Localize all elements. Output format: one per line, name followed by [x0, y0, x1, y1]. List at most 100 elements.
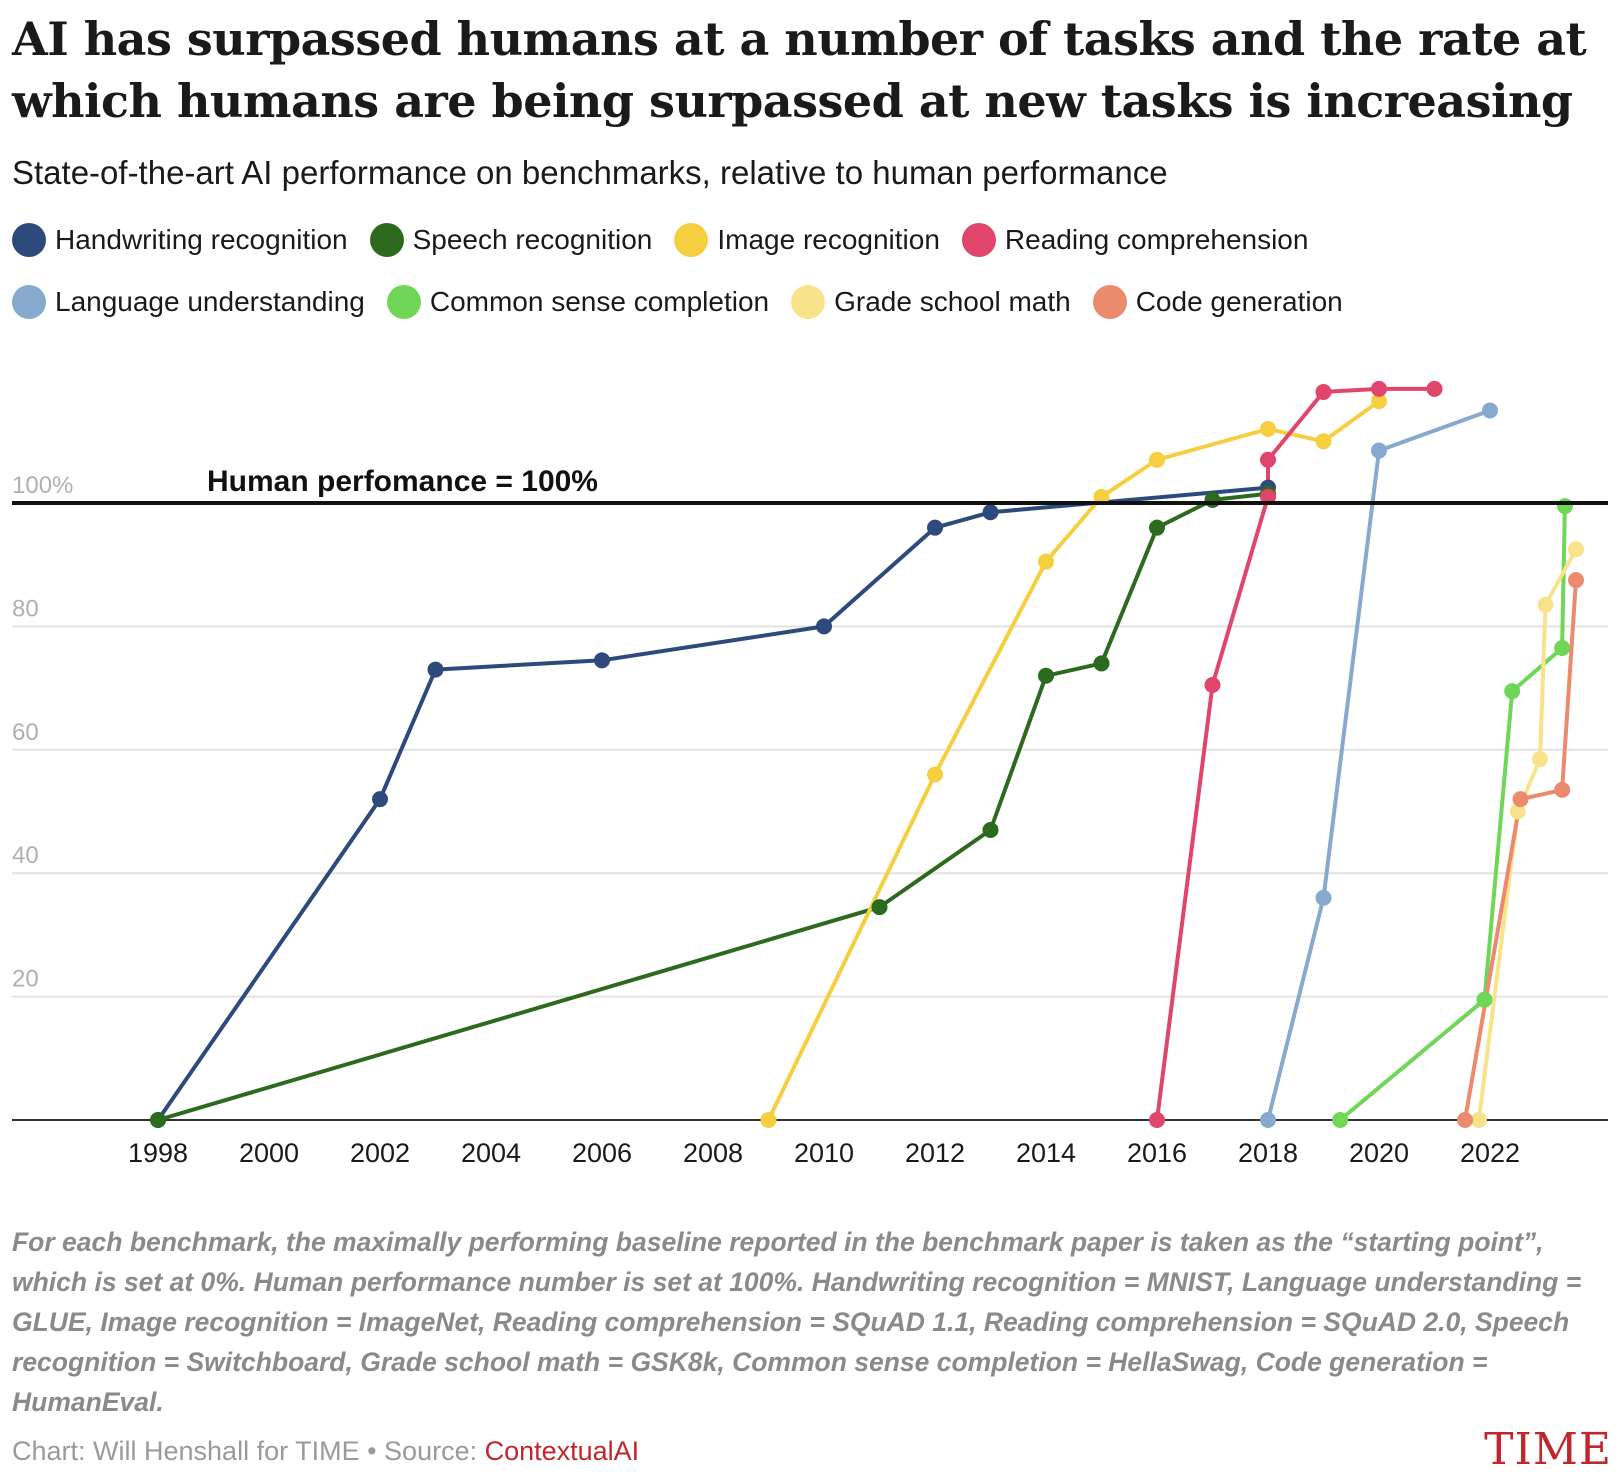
legend-swatch	[386, 285, 421, 319]
data-point	[1149, 451, 1165, 468]
data-point	[1554, 781, 1571, 798]
y-tick-label: 80	[12, 595, 39, 622]
legend-item-grade-school-math: Grade school math	[791, 285, 1071, 319]
chart-plot: 20 40 60 80 100% 1998 2000 2002 2004 2006 2008 2010…	[12, 380, 1608, 1168]
legend-item-image-recognition: Image recognition	[674, 223, 940, 257]
data-point	[1093, 488, 1110, 505]
data-point	[816, 618, 832, 635]
data-point	[1371, 442, 1387, 459]
legend-item-code-generation: Code generation	[1092, 285, 1343, 319]
data-point	[1504, 683, 1521, 700]
data-point	[1332, 1112, 1349, 1128]
data-point	[1204, 491, 1221, 508]
data-point	[1149, 1112, 1165, 1128]
legend-label: Common sense completion	[429, 286, 770, 317]
legend-swatch	[369, 223, 404, 257]
data-point	[1556, 498, 1573, 515]
data-point	[1512, 791, 1529, 808]
legend-label: Language understanding	[55, 286, 365, 317]
data-point	[1038, 667, 1054, 684]
x-tick-label: 2000	[239, 1138, 299, 1168]
data-point	[1531, 751, 1548, 768]
data-point	[1038, 553, 1054, 570]
y-tick-label: 60	[12, 719, 39, 746]
x-tick-label: 2010	[794, 1138, 854, 1168]
legend: Handwriting recognition Speech recogniti…	[12, 220, 1602, 344]
data-point	[1260, 488, 1276, 505]
data-point	[1568, 572, 1585, 589]
data-point	[1457, 1112, 1474, 1128]
data-point	[594, 652, 610, 669]
x-tick-label: 2002	[350, 1138, 410, 1168]
data-point	[982, 504, 999, 521]
data-point	[1093, 655, 1110, 672]
footnote: For each benchmark, the maximally perfor…	[12, 1227, 1582, 1417]
data-point	[1554, 639, 1571, 656]
data-point	[150, 1112, 166, 1128]
legend-label: Reading comprehension	[1004, 224, 1309, 255]
legend-item-common-sense-completion: Common sense completion	[386, 285, 770, 319]
data-point	[927, 766, 943, 783]
x-tick-label: 2008	[683, 1138, 743, 1168]
legend-item-speech-recognition: Speech recognition	[369, 223, 653, 257]
data-point	[927, 519, 943, 536]
series-line	[156, 485, 1270, 1122]
x-tick-label: 2018	[1238, 1138, 1298, 1168]
data-point	[1470, 1112, 1487, 1128]
series-line	[156, 491, 1270, 1122]
legend-swatch	[12, 285, 46, 319]
x-tick-label: 2020	[1349, 1138, 1409, 1168]
data-point	[1371, 393, 1387, 410]
legend-label: Grade school math	[834, 286, 1071, 317]
legend-swatch	[1092, 285, 1127, 319]
chart-credit: Chart: Will Henshall for TIME • Source: …	[12, 1436, 639, 1467]
legend-row: Language understanding Common sense comp…	[12, 282, 1602, 322]
time-logo: TIME	[1484, 1424, 1612, 1475]
data-point	[427, 661, 444, 678]
legend-item-reading-comprehension: Reading comprehension	[961, 223, 1309, 257]
x-tick-label: 2006	[572, 1138, 632, 1168]
data-point	[1204, 677, 1221, 694]
source-link[interactable]: ContextualAI	[484, 1436, 640, 1466]
series-line	[1463, 578, 1578, 1122]
data-point	[1371, 380, 1387, 397]
data-point	[1426, 380, 1443, 397]
y-tick-label: 20	[12, 966, 39, 993]
legend-swatch	[674, 223, 709, 257]
data-point	[1315, 433, 1332, 450]
legend-label: Speech recognition	[412, 224, 653, 255]
data-point	[1315, 889, 1332, 906]
x-tick-label: 2022	[1460, 1138, 1520, 1168]
legend-swatch	[961, 223, 996, 257]
data-point	[760, 1112, 777, 1128]
legend-item-handwriting-recognition: Handwriting recognition	[12, 223, 348, 257]
legend-row: Handwriting recognition Speech recogniti…	[12, 220, 1602, 260]
chart-title: AI has surpassed humans at a number of t…	[12, 12, 1587, 128]
series-line	[1266, 408, 1492, 1122]
x-tick-label: 2016	[1127, 1138, 1187, 1168]
data-point	[1537, 596, 1554, 613]
data-point	[1315, 383, 1332, 400]
legend-label: Handwriting recognition	[55, 224, 348, 255]
legend-item-language-understanding: Language understanding	[12, 285, 365, 319]
y-tick-label: 40	[12, 842, 39, 869]
legend-swatch	[791, 285, 826, 319]
data-point	[372, 791, 388, 808]
data-point	[1482, 402, 1498, 419]
data-point	[1568, 541, 1585, 558]
x-tick-label: 2012	[905, 1138, 965, 1168]
data-point	[1509, 803, 1526, 820]
y-tick-label: 100%	[12, 472, 73, 499]
chart-subtitle: State-of-the-art AI performance on bench…	[12, 154, 1168, 191]
data-point	[1476, 991, 1493, 1008]
data-point	[1149, 519, 1165, 536]
data-point	[1260, 420, 1276, 437]
series-line	[1338, 504, 1567, 1122]
legend-label: Image recognition	[717, 224, 940, 255]
reference-line-label: Human perfomance = 100%	[207, 465, 598, 498]
series-line	[766, 399, 1381, 1122]
x-tick-label: 2014	[1016, 1138, 1076, 1168]
x-tick-label: 1998	[128, 1138, 188, 1168]
data-point	[1260, 451, 1276, 468]
legend-label: Code generation	[1135, 286, 1343, 317]
